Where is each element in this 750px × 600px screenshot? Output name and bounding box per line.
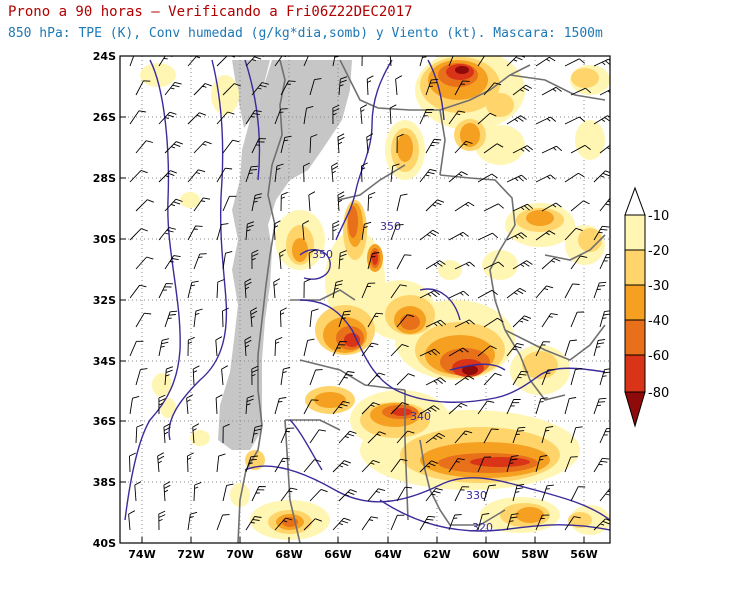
lon-label: 66W (324, 548, 351, 561)
colorbar-swatch (624, 214, 646, 251)
colorbar-label: -80 (648, 386, 669, 401)
colorbar-label: -60 (648, 349, 669, 364)
lon-label: 62W (423, 548, 450, 561)
contour-label: 330 (466, 489, 487, 502)
lat-label: 40S (93, 537, 116, 550)
colorbar: -10 -20 -30 -40 -60 -80 (624, 186, 669, 428)
lat-label: 38S (93, 476, 116, 489)
colorbar-swatch (624, 249, 646, 286)
colorbar-swatch (624, 354, 646, 393)
axis-ticks (120, 55, 585, 543)
lon-label: 72W (177, 548, 204, 561)
contour-labels: 350 350 340 330 320 (312, 220, 493, 534)
contour-label: 320 (472, 521, 493, 534)
colorbar-swatch (624, 319, 646, 356)
contour-label: 350 (380, 220, 401, 233)
colorbar-label: -10 (648, 209, 669, 224)
moisture-convergence-shading (140, 56, 610, 540)
colorbar-label: -40 (648, 314, 669, 329)
lon-label: 68W (275, 548, 302, 561)
lat-label: 26S (93, 111, 116, 124)
lon-label: 64W (374, 548, 401, 561)
map-area: 350 350 340 330 320 (120, 56, 610, 543)
map-title: Prono a 90 horas – Verificando a Fri06Z2… (8, 4, 413, 20)
latitude-labels: 24S 26S 28S 30S 32S 34S 36S 38S 40S (93, 50, 116, 550)
longitude-labels: 74W 72W 70W 68W 66W 64W 62W 60W 58W 56W (128, 548, 597, 561)
tpe-contours (124, 59, 610, 532)
lon-label: 58W (521, 548, 548, 561)
contour-label: 350 (312, 248, 333, 261)
lat-label: 28S (93, 172, 116, 185)
wind-barbs (128, 56, 610, 531)
wind-barb-field (128, 56, 610, 531)
lat-label: 32S (93, 294, 116, 307)
colorbar-label: -30 (648, 279, 669, 294)
colorbar-bottom-arrow (624, 391, 646, 428)
lon-label: 70W (226, 548, 253, 561)
elevation-mask (232, 60, 270, 128)
lat-label: 30S (93, 233, 116, 246)
lat-label: 34S (93, 355, 116, 368)
lat-label: 24S (93, 50, 116, 63)
colorbar-top-arrow (624, 186, 646, 216)
lon-label: 56W (570, 548, 597, 561)
contour-label: 340 (410, 410, 431, 423)
lon-label: 60W (472, 548, 499, 561)
lon-label: 74W (128, 548, 155, 561)
colorbar-swatch (624, 284, 646, 321)
lat-label: 36S (93, 415, 116, 428)
map-subtitle: 850 hPa: TPE (K), Conv humedad (g/kg*dia… (8, 26, 603, 41)
colorbar-label: -20 (648, 244, 669, 259)
elevation-mask (218, 60, 352, 450)
